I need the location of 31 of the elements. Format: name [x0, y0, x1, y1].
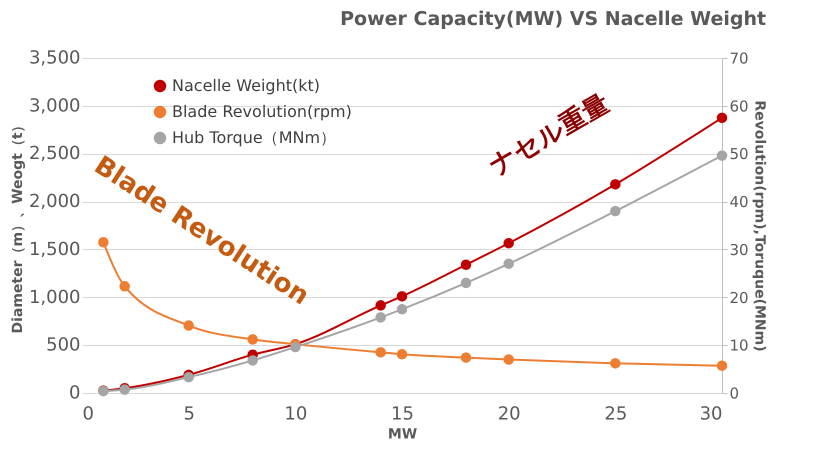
y2-tick-label: 30: [730, 240, 749, 259]
legend-label: Nacelle Weight(kt): [172, 76, 320, 95]
annotation: ナセル重量: [484, 88, 615, 181]
y2-tick-label: 70: [730, 50, 749, 68]
y2-axis-title: Revolution(rpm),Toruque(MNm): [752, 100, 768, 352]
x-tick-label: 15: [391, 404, 414, 424]
y-tick-label: 1,000: [28, 286, 80, 308]
x-axis-title: MW: [388, 426, 418, 442]
y-tick-label: 1,500: [28, 238, 80, 260]
y2-tick-label: 50: [730, 145, 749, 164]
y2-tick-label: 0: [730, 384, 740, 402]
x-tick-label: 0: [82, 404, 94, 424]
y-axis-title: Diameter（m）、Weogt（t）: [10, 118, 26, 334]
y2-tick-label: 20: [730, 288, 749, 307]
y2-tick-label: 40: [730, 193, 749, 212]
y-tick-label: 2,000: [28, 191, 80, 212]
y-tick-label: 2,500: [28, 143, 80, 164]
y-tick-label: 0: [69, 382, 80, 404]
x-tick-label: 30: [700, 404, 722, 424]
legend-label: Hub Torque（MNm）: [172, 128, 336, 147]
y-tick-label: 3,500: [28, 48, 80, 68]
chart-title: Power Capacity(MW) VS Nacelle Weight: [340, 8, 766, 30]
x-tick-label: 5: [183, 404, 195, 424]
legend-label: Blade Revolution(rpm): [172, 102, 352, 121]
y-tick-label: 500: [46, 334, 80, 356]
y2-tick-label: 10: [730, 336, 749, 355]
x-tick-label: 20: [498, 404, 521, 424]
x-tick-label: 25: [604, 404, 628, 424]
x-tick-label: 10: [284, 404, 308, 424]
y2-tick-label: 60: [730, 97, 749, 116]
y-tick-label: 3,000: [28, 95, 80, 116]
